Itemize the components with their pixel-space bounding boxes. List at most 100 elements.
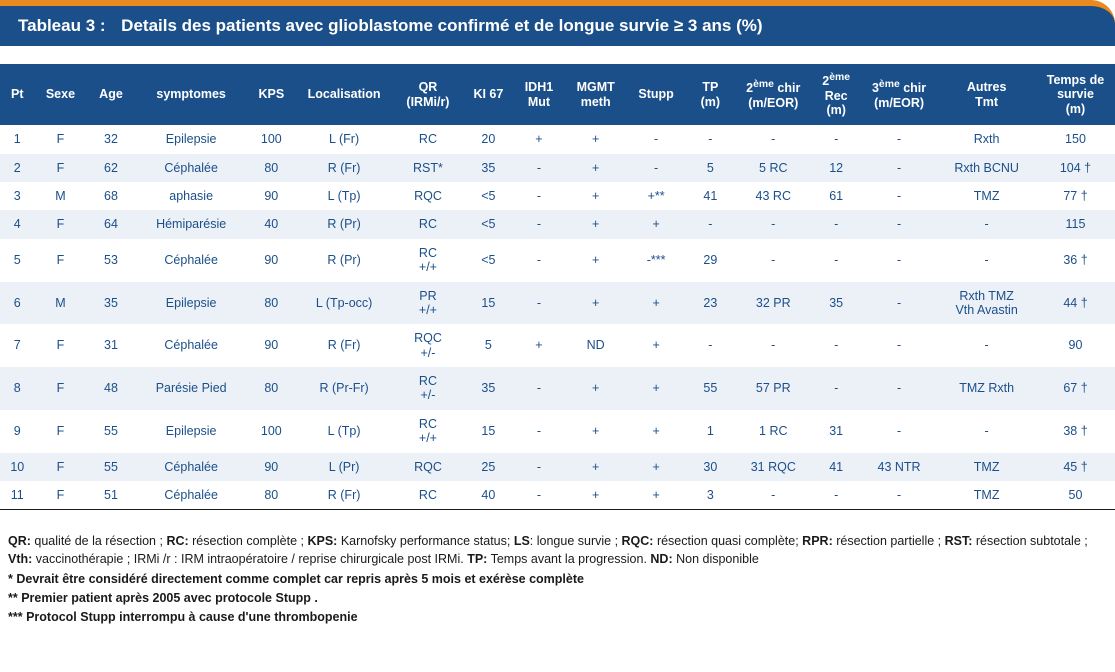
cell-mgmt: + <box>565 125 627 153</box>
cell-idh1: - <box>513 453 565 481</box>
cell-mgmt: + <box>565 410 627 453</box>
cell-stupp: + <box>627 481 686 510</box>
cell-rec2: 61 <box>812 182 861 210</box>
cell-kps: 80 <box>247 282 296 325</box>
cell-chir3: 43 NTR <box>861 453 937 481</box>
cell-chir3: - <box>861 239 937 282</box>
cell-ki67: 25 <box>464 453 513 481</box>
cell-kps: 90 <box>247 453 296 481</box>
cell-ki67: <5 <box>464 210 513 238</box>
cell-rec2: - <box>812 367 861 410</box>
cell-kps: 90 <box>247 324 296 367</box>
cell-loc: R (Fr) <box>296 481 392 510</box>
table-head: PtSexeAgesymptomesKPSLocalisationQR(IRMi… <box>0 64 1115 125</box>
cell-idh1: + <box>513 125 565 153</box>
cell-chir2: - <box>735 125 811 153</box>
cell-idh1: - <box>513 481 565 510</box>
header-row: PtSexeAgesymptomesKPSLocalisationQR(IRMi… <box>0 64 1115 125</box>
cell-autres: - <box>937 239 1036 282</box>
cell-loc: L (Tp) <box>296 182 392 210</box>
cell-loc: L (Pr) <box>296 453 392 481</box>
table-title-bar: Tableau 3 : Details des patients avec gl… <box>0 0 1115 46</box>
cell-survie: 44 † <box>1036 282 1115 325</box>
cell-chir3: - <box>861 182 937 210</box>
cell-tp: 55 <box>686 367 735 410</box>
cell-sexe: M <box>35 182 87 210</box>
cell-tp: 5 <box>686 154 735 182</box>
cell-survie: 67 † <box>1036 367 1115 410</box>
cell-kps: 40 <box>247 210 296 238</box>
cell-autres: - <box>937 324 1036 367</box>
cell-symp: Epilepsie <box>136 410 247 453</box>
table-row: 3M68aphasie90L (Tp)RQC<5-++**4143 RC61-T… <box>0 182 1115 210</box>
cell-mgmt: + <box>565 453 627 481</box>
cell-kps: 100 <box>247 410 296 453</box>
cell-idh1: - <box>513 154 565 182</box>
cell-survie: 90 <box>1036 324 1115 367</box>
cell-kps: 90 <box>247 182 296 210</box>
cell-pt: 11 <box>0 481 35 510</box>
cell-tp: 41 <box>686 182 735 210</box>
table-row: 9F55Epilepsie100L (Tp)RC+/+15-++11 RC31-… <box>0 410 1115 453</box>
cell-age: 62 <box>86 154 135 182</box>
cell-mgmt: + <box>565 481 627 510</box>
cell-sexe: F <box>35 324 87 367</box>
legend-note-1: * Devrait être considéré directement com… <box>8 570 1107 588</box>
cell-rec2: - <box>812 324 861 367</box>
cell-rec2: 12 <box>812 154 861 182</box>
cell-symp: Hémiparésie <box>136 210 247 238</box>
col-pt: Pt <box>0 64 35 125</box>
cell-survie: 45 † <box>1036 453 1115 481</box>
cell-pt: 3 <box>0 182 35 210</box>
cell-tp: - <box>686 324 735 367</box>
cell-qr: RC <box>392 210 464 238</box>
cell-loc: R (Fr) <box>296 324 392 367</box>
table-row: 1F32Epilepsie100L (Fr)RC20++-----Rxth150 <box>0 125 1115 153</box>
cell-stupp: + <box>627 453 686 481</box>
cell-sexe: F <box>35 125 87 153</box>
cell-chir2: - <box>735 324 811 367</box>
cell-age: 53 <box>86 239 135 282</box>
cell-sexe: F <box>35 154 87 182</box>
cell-rec2: - <box>812 210 861 238</box>
cell-stupp: + <box>627 210 686 238</box>
cell-mgmt: + <box>565 367 627 410</box>
cell-ki67: 35 <box>464 154 513 182</box>
cell-symp: Céphalée <box>136 324 247 367</box>
cell-chir2: 31 RQC <box>735 453 811 481</box>
cell-ki67: 5 <box>464 324 513 367</box>
cell-pt: 10 <box>0 453 35 481</box>
cell-autres: TMZ Rxth <box>937 367 1036 410</box>
legend-note-3: *** Protocol Stupp interrompu à cause d'… <box>8 608 1107 626</box>
cell-stupp: + <box>627 282 686 325</box>
col-age: Age <box>86 64 135 125</box>
cell-qr: RST* <box>392 154 464 182</box>
cell-autres: Rxth <box>937 125 1036 153</box>
cell-age: 35 <box>86 282 135 325</box>
cell-ki67: 40 <box>464 481 513 510</box>
cell-chir2: - <box>735 239 811 282</box>
cell-ki67: <5 <box>464 239 513 282</box>
cell-tp: 23 <box>686 282 735 325</box>
cell-sexe: F <box>35 453 87 481</box>
cell-autres: - <box>937 210 1036 238</box>
table-label: Tableau 3 : <box>18 16 106 35</box>
cell-chir2: - <box>735 481 811 510</box>
cell-qr: RC <box>392 125 464 153</box>
cell-mgmt: + <box>565 182 627 210</box>
col-mgmt: MGMTmeth <box>565 64 627 125</box>
cell-survie: 150 <box>1036 125 1115 153</box>
cell-qr: RC <box>392 481 464 510</box>
cell-autres: TMZ <box>937 453 1036 481</box>
cell-qr: RQC <box>392 182 464 210</box>
cell-tp: - <box>686 125 735 153</box>
cell-ki67: 20 <box>464 125 513 153</box>
table-row: 4F64Hémiparésie40R (Pr)RC<5-++-----115 <box>0 210 1115 238</box>
cell-sexe: F <box>35 210 87 238</box>
cell-symp: Parésie Pied <box>136 367 247 410</box>
cell-kps: 80 <box>247 154 296 182</box>
cell-stupp: + <box>627 324 686 367</box>
cell-tp: 29 <box>686 239 735 282</box>
cell-ki67: <5 <box>464 182 513 210</box>
table-title: Details des patients avec glioblastome c… <box>121 16 762 35</box>
